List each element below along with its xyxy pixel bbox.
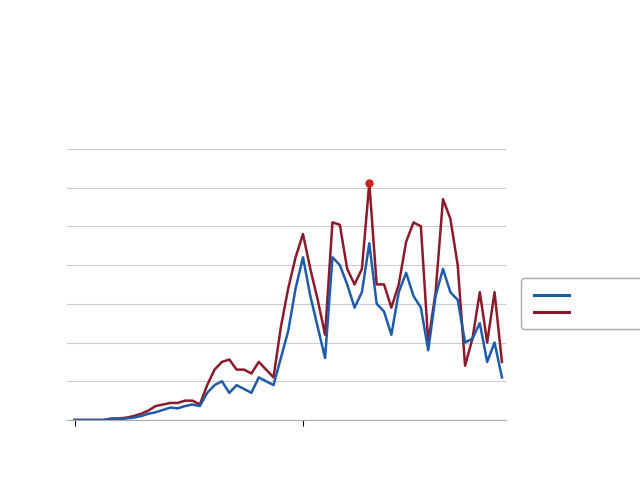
Legend: 函館市, 道南全体: 函館市, 道南全体: [522, 278, 640, 329]
